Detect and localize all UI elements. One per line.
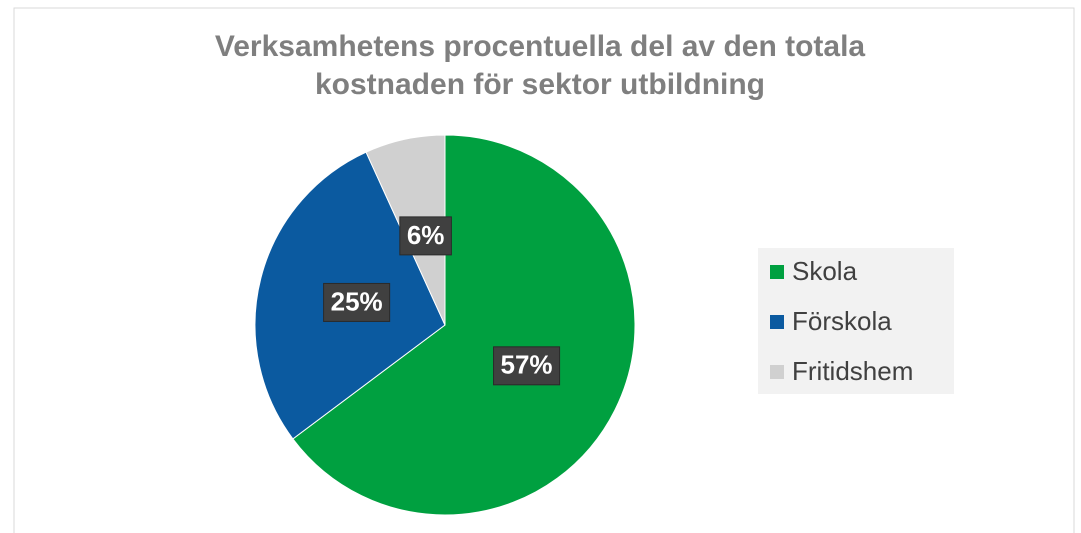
data-label-bg	[323, 282, 391, 322]
data-label-text: 25%	[331, 286, 383, 316]
legend-swatch	[770, 265, 784, 279]
legend-label: Skola	[792, 256, 858, 286]
data-label: 57%	[493, 346, 561, 386]
chart-border	[13, 7, 1075, 533]
data-label-text: 57%	[501, 350, 553, 380]
data-label-bg	[493, 346, 561, 386]
pie-slice	[292, 134, 636, 516]
legend-label: Fritidshem	[792, 356, 913, 386]
data-label: 25%	[323, 282, 391, 322]
legend-box	[758, 248, 954, 394]
legend-swatch	[770, 365, 784, 379]
legend-label: Förskola	[792, 306, 892, 336]
data-label-bg	[399, 216, 452, 256]
chart-title: Verksamhetens procentuella del av den to…	[214, 30, 866, 101]
data-label-text: 6%	[407, 220, 445, 250]
legend-swatch	[770, 315, 784, 329]
data-label: 6%	[399, 216, 452, 256]
